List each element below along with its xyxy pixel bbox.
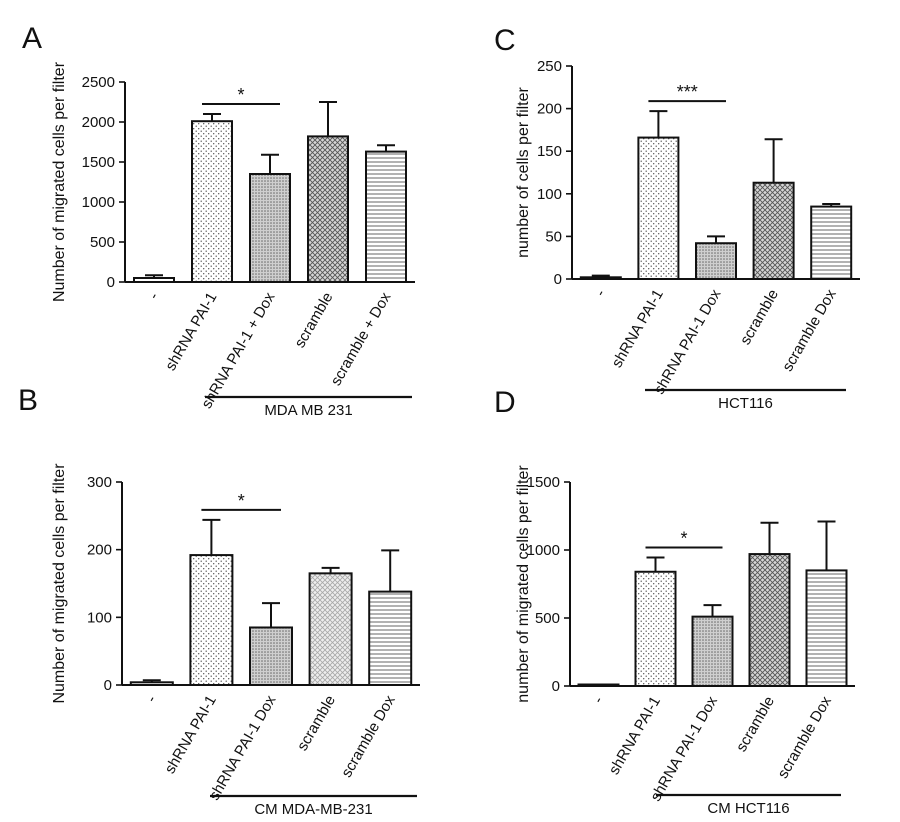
x-tick-label: scramble — [294, 693, 339, 754]
significance-marker: * — [680, 528, 687, 548]
panel-letter: D — [494, 386, 516, 419]
x-tick-label: - — [145, 290, 162, 303]
bar — [695, 242, 737, 281]
bar — [634, 570, 677, 688]
y-axis-label: Number of migrated cells per filter — [51, 463, 68, 704]
bar — [249, 626, 293, 687]
x-tick-label: scramble — [733, 694, 778, 755]
y-tick-label: 100 — [537, 186, 562, 203]
x-tick-label: - — [592, 287, 609, 300]
significance-marker: *** — [677, 82, 698, 102]
x-tick-label: shRNA PAI-1 — [606, 694, 664, 778]
y-tick-label: 100 — [87, 609, 112, 626]
y-tick-label: 300 — [87, 474, 112, 491]
panel-letter: B — [18, 384, 38, 417]
significance-marker: * — [237, 85, 244, 105]
y-tick-label: 1500 — [82, 154, 115, 171]
bar — [748, 553, 791, 688]
y-tick-label: 0 — [552, 678, 560, 695]
y-tick-label: 2500 — [82, 74, 115, 91]
y-tick-label: 2000 — [82, 114, 115, 131]
x-tick-label: shRNA PAI-1 — [609, 287, 667, 371]
group-label: CM MDA-MB-231 — [254, 801, 372, 818]
y-tick-label: 150 — [537, 143, 562, 160]
panel-letter: C — [494, 24, 516, 57]
x-tick-label: scramble — [291, 290, 336, 351]
x-tick-label: - — [143, 693, 160, 706]
group-label: MDA MB 231 — [264, 402, 352, 419]
y-tick-label: 200 — [537, 101, 562, 118]
y-tick-label: 500 — [90, 234, 115, 251]
bar — [129, 681, 174, 687]
bar — [307, 135, 349, 283]
bar — [368, 590, 413, 686]
bar — [133, 277, 175, 283]
x-tick-label: scramble + Dox — [327, 289, 394, 389]
panel-c: C 0 50 100 150 200 250 number of cells per fil… — [494, 24, 860, 412]
y-axis-label: number of migrated cells per filter — [515, 465, 532, 703]
bar — [637, 136, 680, 280]
bar — [191, 120, 233, 283]
bar — [189, 554, 234, 687]
y-tick-label: 250 — [537, 58, 562, 75]
x-tick-label: - — [590, 694, 607, 707]
x-tick-label: scramble Dox — [338, 692, 399, 780]
group-label: HCT116 — [718, 395, 773, 412]
x-tick-label: shRNA PAI-1 — [162, 693, 220, 777]
x-tick-label: shRNA PAI-1 Dox — [206, 692, 280, 803]
y-tick-label: 500 — [535, 610, 560, 627]
y-tick-label: 1500 — [527, 474, 560, 491]
bar — [805, 569, 848, 688]
y-tick-label: 0 — [554, 271, 562, 288]
y-tick-label: 200 — [87, 542, 112, 559]
bar — [752, 181, 795, 280]
y-tick-label: 0 — [104, 677, 112, 694]
bar — [691, 615, 734, 688]
bar — [365, 150, 407, 283]
y-axis-label: number of cells per filter — [515, 86, 532, 257]
x-tick-label: scramble — [737, 287, 782, 348]
significance-marker: * — [238, 491, 245, 511]
y-tick-label: 50 — [545, 228, 562, 245]
panel-letter: A — [22, 22, 42, 55]
y-axis-label: Number of migrated cells per filter — [51, 61, 68, 302]
bar — [308, 572, 353, 686]
x-tick-label: scramble Dox — [774, 693, 835, 781]
bar — [810, 205, 853, 280]
group-label: CM HCT116 — [707, 800, 789, 817]
bar — [249, 173, 291, 283]
panel-b: B 0 100 200 300 Number of migrated cells per… — [18, 384, 420, 818]
y-tick-label: 1000 — [527, 542, 560, 559]
x-tick-label: scramble Dox — [779, 286, 840, 374]
y-tick-label: 1000 — [82, 194, 115, 211]
x-tick-label: shRNA PAI-1 — [162, 290, 220, 374]
y-tick-label: 0 — [107, 274, 115, 291]
panel-a: A 0 500 1000 1500 2000 2500 Number of migrated… — [22, 22, 415, 419]
bar — [579, 276, 622, 280]
